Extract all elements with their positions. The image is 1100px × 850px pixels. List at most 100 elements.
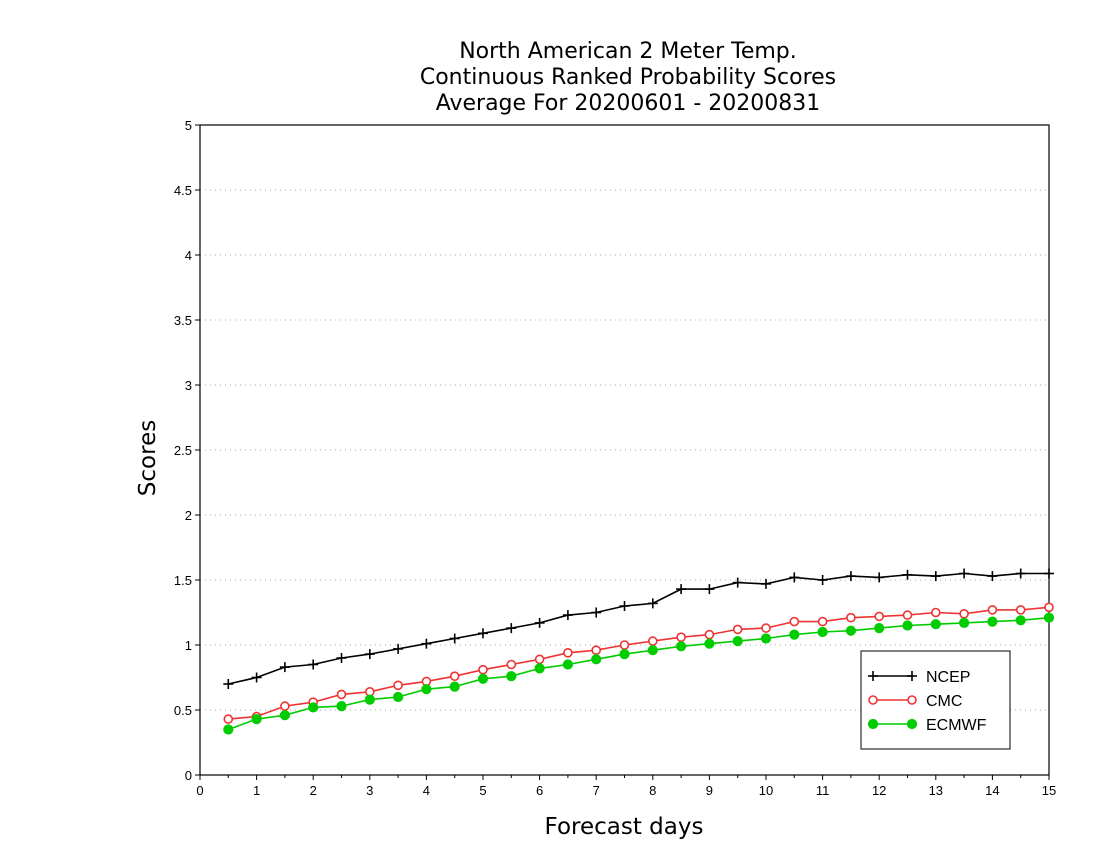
data-point-ncep [874, 572, 885, 583]
y-tick-label: 1 [185, 638, 192, 653]
title-line-3: Average For 20200601 - 20200831 [436, 91, 821, 116]
data-point-cmc [704, 629, 715, 640]
x-tick-label: 1 [253, 783, 260, 798]
data-point-ecmwf [477, 673, 489, 684]
data-point-ecmwf [732, 636, 743, 647]
data-point-ncep [364, 649, 375, 660]
x-tick-label: 10 [759, 783, 773, 798]
data-point-cmc [902, 610, 913, 620]
data-point-ncep [562, 610, 573, 621]
data-point-cmc [846, 612, 856, 623]
title-line-2: Continuous Ranked Probability Scores [420, 65, 836, 90]
y-axis: 0 0.5 1 1.5 2 2.5 3 3.5 4 4.5 5 [174, 118, 200, 783]
legend-label-cmc: CMC [926, 693, 962, 710]
y-tick-label: 1.5 [174, 573, 192, 588]
data-point-cmc [817, 616, 828, 627]
data-point-cmc [987, 605, 998, 615]
data-point-ecmwf [279, 710, 290, 721]
data-point-ncep [1044, 568, 1054, 579]
data-point-ecmwf [308, 702, 319, 713]
y-tick-label: 3 [185, 378, 192, 393]
data-point-ecmwf [393, 691, 404, 703]
series-ecmwf [223, 612, 1055, 735]
title-line-1: North American 2 Meter Temp. [459, 39, 797, 64]
data-point-ncep [279, 662, 290, 673]
data-point-ecmwf [789, 629, 800, 640]
grid-lines [200, 189, 1049, 711]
data-point-ecmwf [223, 724, 234, 735]
data-point-cmc [647, 636, 658, 646]
legend-item-ecmwf: ECMWF [867, 717, 987, 734]
data-point-ecmwf [845, 625, 857, 636]
chart-title: North American 2 Meter Temp. Continuous … [420, 39, 836, 116]
data-point-cmc [732, 624, 743, 635]
legend-label-ecmwf: ECMWF [926, 717, 987, 734]
legend-item-cmc: CMC [868, 693, 962, 710]
data-point-ecmwf [506, 671, 517, 682]
data-point-ecmwf [987, 616, 998, 627]
data-point-ncep [732, 577, 743, 588]
data-point-cmc [534, 654, 545, 665]
legend: NCEP CMC ECMWF [860, 650, 1011, 750]
data-point-cmc [563, 647, 573, 658]
data-point-cmc [676, 632, 686, 643]
data-point-cmc [761, 623, 771, 633]
x-tick-label: 3 [366, 783, 373, 798]
data-point-ncep [336, 653, 347, 663]
data-point-ncep [761, 578, 771, 589]
data-point-ncep [619, 601, 630, 611]
data-point-ecmwf [534, 663, 545, 674]
x-axis: 0 1 2 3 4 5 6 7 8 9 10 11 12 13 14 15 [196, 775, 1056, 798]
legend-item-ncep: NCEP [868, 669, 970, 686]
data-point-ncep [789, 572, 800, 583]
data-point-ncep [251, 672, 262, 683]
x-tick-label: 12 [872, 783, 886, 798]
data-point-ecmwf [449, 681, 460, 692]
data-point-cmc [393, 680, 403, 691]
x-axis-title: Forecast days [545, 814, 704, 840]
series-ncep [223, 568, 1054, 689]
data-point-ncep [676, 584, 687, 595]
data-point-cmc [280, 701, 290, 711]
y-tick-label: 5 [185, 118, 192, 133]
data-point-ecmwf [676, 641, 687, 652]
data-point-ecmwf [336, 701, 347, 712]
legend-marker-ecmwf [906, 718, 918, 730]
data-point-ncep [421, 638, 432, 649]
data-point-cmc [959, 608, 969, 619]
data-point-cmc [449, 671, 460, 682]
legend-marker-ncep [868, 671, 878, 681]
legend-marker-ncep [907, 671, 917, 681]
data-point-ecmwf [619, 649, 630, 660]
data-point-ncep [478, 628, 488, 639]
y-tick-label: 4 [185, 248, 192, 263]
data-point-cmc [336, 689, 347, 700]
data-point-ecmwf [704, 638, 715, 649]
data-point-ecmwf [1015, 615, 1026, 626]
legend-marker-cmc [868, 695, 878, 705]
y-axis-title: Scores [135, 420, 161, 496]
data-point-ncep [845, 571, 856, 582]
x-tick-label: 6 [536, 783, 543, 798]
data-point-cmc [874, 611, 885, 622]
data-point-ncep [223, 679, 234, 689]
data-point-ncep [704, 584, 715, 595]
data-point-ncep [393, 643, 404, 654]
x-tick-label: 4 [423, 783, 430, 798]
data-point-ecmwf [760, 633, 772, 644]
y-tick-label: 2.5 [174, 443, 192, 458]
data-point-ecmwf [562, 659, 574, 670]
y-tick-label: 2 [185, 508, 192, 523]
y-tick-label: 4.5 [174, 183, 192, 198]
data-point-ncep [647, 598, 658, 609]
data-point-ncep [308, 659, 319, 670]
data-point-ecmwf [817, 626, 828, 638]
data-point-ecmwf [930, 619, 941, 630]
x-tick-label: 11 [816, 783, 830, 798]
data-point-ecmwf [874, 623, 885, 634]
x-tick-label: 13 [929, 783, 943, 798]
data-point-ecmwf [591, 654, 602, 665]
series-layer [223, 568, 1055, 735]
legend-marker-cmc [907, 695, 917, 705]
